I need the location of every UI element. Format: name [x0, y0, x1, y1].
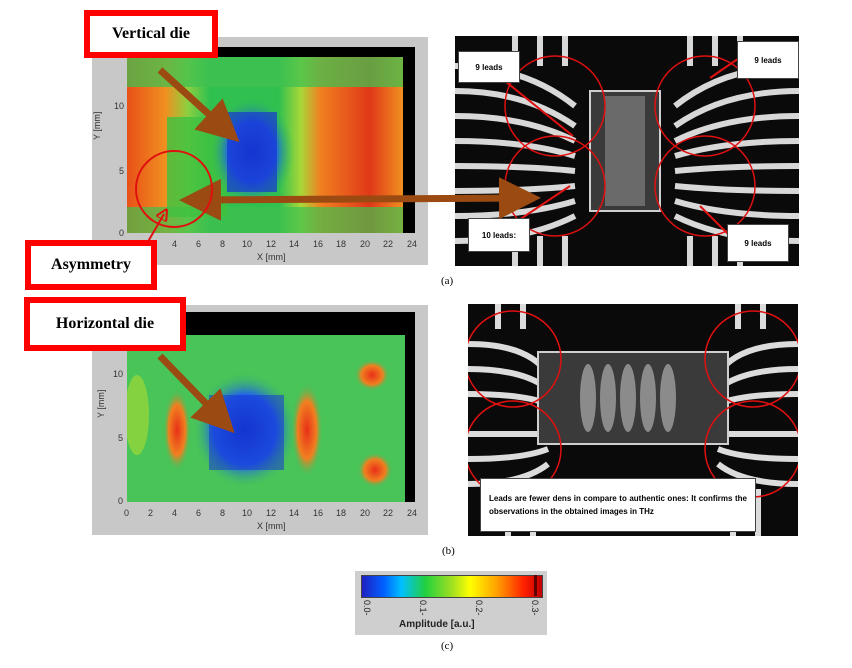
- leads-label-br: 9 leads: [727, 224, 789, 262]
- xtick: 24: [407, 239, 418, 249]
- xtick: 16: [313, 239, 324, 249]
- arrow-double: [179, 177, 541, 221]
- leads-label-tr: 9 leads: [737, 41, 799, 79]
- xtick: 12: [266, 508, 277, 518]
- xtick: 14: [289, 239, 300, 249]
- xtick: 20: [360, 239, 371, 249]
- arrow-vertical-die: [157, 67, 240, 143]
- xtick: 18: [336, 239, 347, 249]
- xtick: 10: [242, 239, 253, 249]
- ytick-a-5: 5: [119, 166, 125, 176]
- callout-asymmetry: Asymmetry: [25, 240, 157, 290]
- xtick: 0: [124, 508, 130, 518]
- asymmetry-circle: [135, 150, 213, 228]
- xtick: 4: [172, 239, 178, 249]
- caption-b: (b): [442, 545, 455, 557]
- leads-note-b: Leads are fewer dens in compare to authe…: [480, 478, 756, 532]
- xtick: 18: [336, 508, 347, 518]
- xlabel-a: X [mm]: [257, 252, 286, 262]
- arrow-horizontal-die: [157, 353, 235, 434]
- caption-c: (c): [441, 640, 454, 652]
- colorbar-gradient: [361, 575, 543, 598]
- callout-horizontal-die: Horizontal die: [24, 297, 186, 351]
- colorbar-label: Amplitude [a.u.]: [399, 619, 475, 630]
- xtick: 20: [360, 508, 371, 518]
- ytick-a-10: 10: [114, 101, 125, 111]
- callout-vertical-die: Vertical die: [84, 10, 218, 58]
- ytick-b-10: 10: [113, 369, 124, 379]
- xtick: 12: [266, 239, 277, 249]
- xtick: 22: [383, 508, 394, 518]
- xtick: 8: [220, 239, 226, 249]
- xray-image-b: Leads are fewer dens in compare to authe…: [468, 304, 798, 536]
- xlabel-b: X [mm]: [257, 521, 286, 531]
- xtick: 24: [407, 508, 418, 518]
- leads-label-bl: 10 leads:: [468, 218, 530, 252]
- xtick: 22: [383, 239, 394, 249]
- xtick: 4: [172, 508, 178, 518]
- ytick-b-0: 0: [118, 496, 124, 506]
- xtick: 14: [289, 508, 300, 518]
- xtick: 8: [220, 508, 226, 518]
- annotation-overlay-b: [157, 353, 235, 434]
- xtick: 2: [148, 508, 154, 518]
- ytick-a-0: 0: [119, 228, 125, 238]
- colorbar-max-marker: [534, 575, 537, 596]
- ytick-b-5: 5: [118, 433, 124, 443]
- cbar-tick-2: 0.2-: [474, 600, 484, 616]
- xtick: 6: [196, 239, 202, 249]
- cbar-tick-0: 0.0-: [362, 600, 372, 616]
- xtick: 10: [242, 508, 253, 518]
- xtick: 6: [196, 508, 202, 518]
- leads-label-tl: 9 leads: [458, 51, 520, 83]
- xticks-b: 0 2 4 6 8 10 12 14 16 18 20 22 24: [124, 508, 424, 520]
- cbar-tick-1: 0.1-: [418, 600, 428, 616]
- xtick: 16: [313, 508, 324, 518]
- cbar-tick-3: 0.3-: [530, 600, 540, 616]
- caption-a: (a): [441, 275, 454, 287]
